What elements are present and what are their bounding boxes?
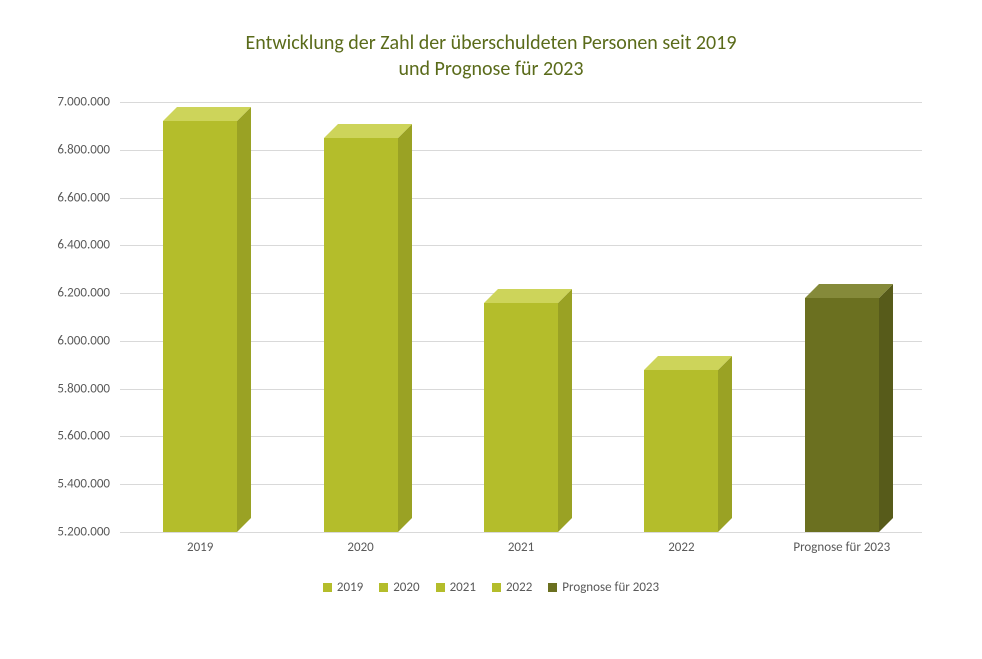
x-tick-label: 2019 [187, 540, 213, 555]
legend-item: 2021 [436, 580, 476, 595]
legend-label: 2019 [337, 580, 363, 595]
y-axis: 5.200.0005.400.0005.600.0005.800.0006.00… [40, 102, 115, 532]
legend-label: 2022 [506, 580, 532, 595]
y-tick-label: 7.000.000 [57, 95, 110, 110]
legend-label: 2021 [450, 580, 476, 595]
x-tick-label: 2022 [668, 540, 694, 555]
y-tick-label: 5.400.000 [57, 477, 110, 492]
bar-side [237, 107, 251, 532]
y-tick-label: 5.600.000 [57, 429, 110, 444]
bar-front [484, 303, 558, 532]
bar-top [644, 356, 732, 370]
legend-swatch [492, 583, 501, 592]
chart-title: Entwicklung der Zahl der überschuldeten … [40, 30, 942, 82]
legend-item: 2019 [323, 580, 363, 595]
y-tick-label: 6.000.000 [57, 333, 110, 348]
bar-side [558, 289, 572, 532]
bar-top [805, 284, 893, 298]
bar [324, 124, 412, 532]
grid-line [120, 532, 922, 533]
bar-top [324, 124, 412, 138]
chart-title-line2: und Prognose für 2023 [399, 57, 584, 81]
bar-top [484, 289, 572, 303]
bar [644, 356, 732, 532]
y-tick-label: 6.800.000 [57, 142, 110, 157]
x-axis-labels: 2019 2020 2021 2022 Prognose für 2023 [120, 540, 922, 570]
x-tick-label: 2020 [347, 540, 373, 555]
bar-front [644, 370, 718, 532]
chart-title-line1: Entwicklung der Zahl der überschuldeten … [246, 31, 737, 55]
legend-item: 2020 [379, 580, 419, 595]
legend-label: Prognose für 2023 [562, 580, 659, 595]
legend-swatch [436, 583, 445, 592]
x-tick-label: 2021 [508, 540, 534, 555]
bar-front [163, 121, 237, 532]
y-tick-label: 6.600.000 [57, 190, 110, 205]
bar [805, 284, 893, 532]
bar-side [398, 124, 412, 532]
y-tick-label: 5.200.000 [57, 525, 110, 540]
legend-swatch [548, 583, 557, 592]
legend-swatch [323, 583, 332, 592]
bar-side [879, 284, 893, 532]
plot-area: 5.200.0005.400.0005.600.0005.800.0006.00… [120, 102, 922, 532]
bar [484, 289, 572, 532]
x-tick-label: Prognose für 2023 [793, 540, 890, 555]
y-tick-label: 6.400.000 [57, 238, 110, 253]
legend-item: 2022 [492, 580, 532, 595]
bar-front [805, 298, 879, 532]
legend-swatch [379, 583, 388, 592]
legend-item: Prognose für 2023 [548, 580, 659, 595]
bar-front [324, 138, 398, 532]
bar-side [718, 356, 732, 532]
y-tick-label: 6.200.000 [57, 286, 110, 301]
bar-top [163, 107, 251, 121]
legend: 2019 2020 2021 2022 Prognose für 2023 [40, 580, 942, 595]
chart-container: Entwicklung der Zahl der überschuldeten … [0, 0, 982, 659]
y-tick-label: 5.800.000 [57, 381, 110, 396]
bar [163, 107, 251, 532]
bars-region [120, 102, 922, 532]
legend-label: 2020 [393, 580, 419, 595]
